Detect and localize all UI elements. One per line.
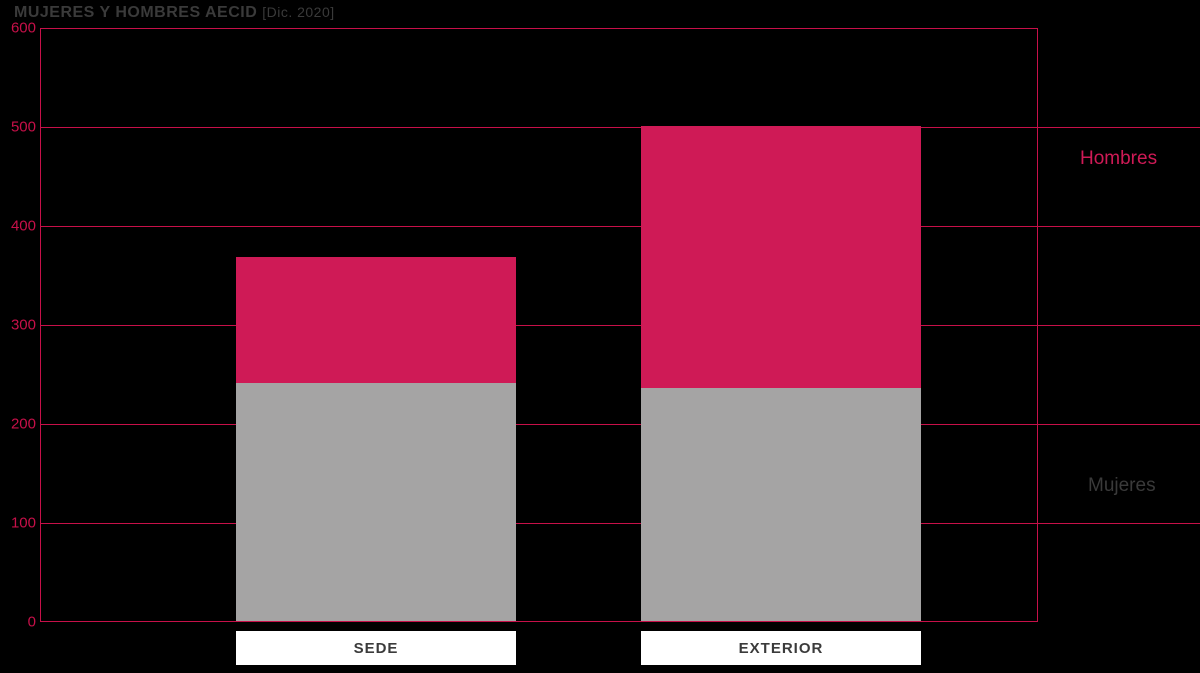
bar-group: SEDE: [236, 257, 516, 621]
ytick-label: 300: [11, 317, 36, 334]
gridline: [41, 127, 1200, 128]
legend-mujeres: Mujeres: [1088, 475, 1156, 497]
bar-group: EXTERIOR: [641, 126, 921, 621]
chart-title-main: MUJERES Y HOMBRES AECID: [14, 4, 257, 21]
ytick-label: 0: [28, 614, 36, 631]
x-category-label: SEDE: [236, 631, 516, 665]
ytick-label: 600: [11, 20, 36, 37]
bar-segment-hombres: [236, 257, 516, 384]
ytick-label: 200: [11, 416, 36, 433]
ytick-label: 100: [11, 515, 36, 532]
gridline: [41, 325, 1200, 326]
chart-title: MUJERES Y HOMBRES AECID [Dic. 2020]: [14, 4, 335, 22]
bar-segment-mujeres: [641, 388, 921, 621]
gridline: [41, 523, 1200, 524]
gridline: [41, 28, 1037, 29]
bar-segment-hombres: [641, 126, 921, 388]
ytick-label: 500: [11, 119, 36, 136]
gridline: [41, 226, 1200, 227]
chart-title-sub: [Dic. 2020]: [262, 4, 334, 20]
plot-area: SEDE EXTERIOR: [40, 28, 1038, 622]
bar-segment-mujeres: [236, 383, 516, 621]
ytick-label: 400: [11, 218, 36, 235]
legend-hombres: Hombres: [1080, 148, 1157, 170]
x-category-label: EXTERIOR: [641, 631, 921, 665]
gridline: [41, 424, 1200, 425]
